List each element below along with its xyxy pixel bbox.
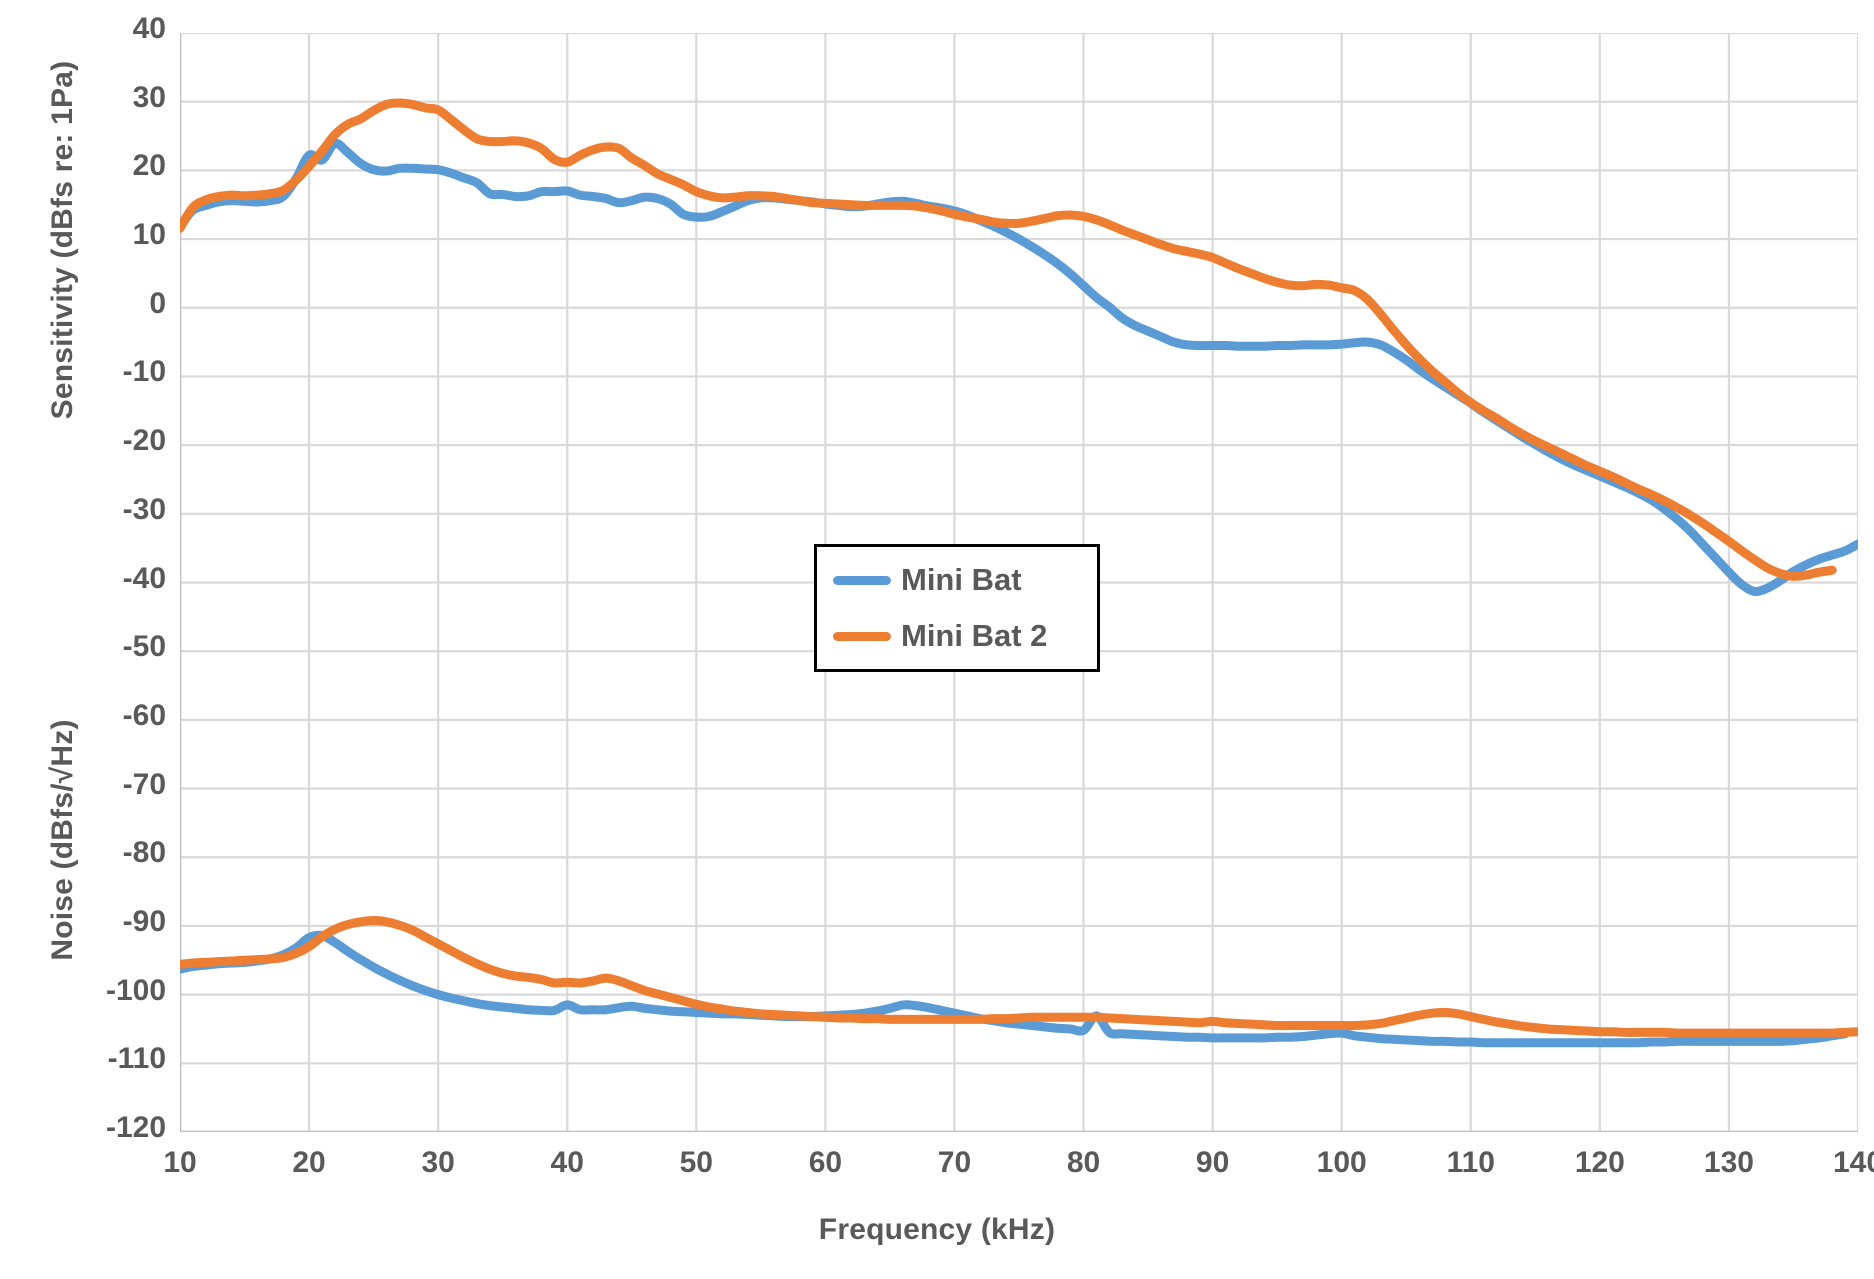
y-tick-label: -30 (122, 492, 166, 526)
y-tick-label: 0 (149, 286, 166, 320)
x-axis-title: Frequency (kHz) (818, 1213, 1056, 1246)
x-tick-label: 50 (679, 1146, 713, 1179)
y-tick-label: -90 (122, 904, 166, 938)
x-tick-label: 110 (1446, 1146, 1495, 1179)
y-tick-label: -50 (122, 630, 166, 664)
legend-item[interactable]: Mini Bat (817, 552, 1097, 608)
y-tick-label: -20 (122, 424, 166, 458)
x-tick-label: 90 (1195, 1146, 1230, 1179)
x-tick-label: 10 (163, 1146, 197, 1179)
y-tick-label: -100 (105, 973, 166, 1007)
x-tick-label: 100 (1316, 1146, 1367, 1179)
y-tick-label: 40 (132, 12, 166, 45)
series-line-mini-bat-noise (180, 930, 1850, 1048)
y-tick-label: 20 (132, 149, 166, 183)
legend-swatch-icon (833, 631, 891, 641)
y-tick-label: -10 (122, 355, 166, 389)
legend-label: Mini Bat 2 (901, 618, 1048, 653)
x-tick-label: 80 (1066, 1146, 1101, 1179)
legend-swatch-icon (833, 575, 891, 585)
x-tick-label: 30 (421, 1146, 455, 1179)
legend-item[interactable]: Mini Bat 2 (817, 608, 1097, 664)
plot-svg (180, 33, 1858, 1132)
y-tick-label: 10 (132, 218, 166, 252)
gridlines (180, 33, 1858, 1132)
x-tick-label: 40 (550, 1146, 584, 1179)
legend-label: Mini Bat (901, 562, 1022, 597)
series-line-mini-bat-2-noise (180, 915, 1858, 1038)
x-tick-label: 20 (292, 1146, 326, 1179)
x-tick-label: 60 (808, 1146, 843, 1179)
x-tick-label: 140 (1832, 1146, 1874, 1179)
y-tick-label: -60 (122, 698, 166, 732)
y-tick-label: -70 (122, 767, 166, 801)
x-tick-label: 120 (1574, 1146, 1625, 1179)
y-tick-label: 30 (132, 80, 166, 114)
series-line-mini-bat-2-sensitivity (180, 98, 1837, 581)
chart-legend: Mini Bat Mini Bat 2 (814, 544, 1100, 672)
x-tick-label: 130 (1703, 1146, 1754, 1179)
y-tick-label: -40 (122, 561, 166, 595)
series-line-mini-bat-sensitivity (180, 138, 1858, 597)
x-tick-label: 70 (937, 1146, 972, 1179)
y-tick-label: -80 (122, 836, 166, 870)
y-tick-label: -120 (105, 1111, 166, 1144)
plot-area (180, 33, 1858, 1132)
y-tick-label: -110 (107, 1042, 166, 1076)
